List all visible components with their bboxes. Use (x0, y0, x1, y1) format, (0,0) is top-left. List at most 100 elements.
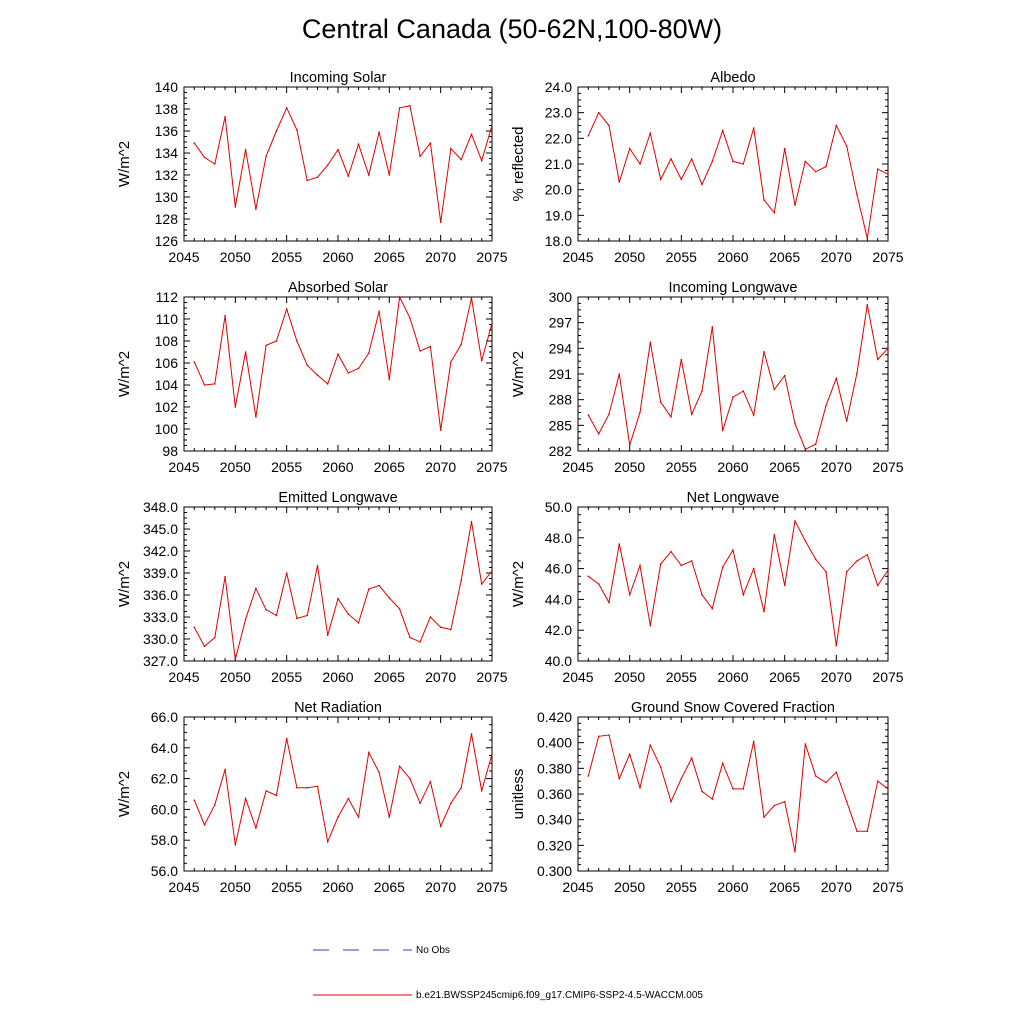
x-tick-label: 2065 (374, 669, 405, 685)
data-point (711, 798, 714, 800)
data-point (480, 583, 483, 585)
data-point (701, 790, 703, 793)
data-point (306, 179, 309, 182)
panel-5: Net Longwave W/m^2 2045 2050 2055 2060 2065 207… (510, 490, 904, 685)
data-point (628, 147, 631, 150)
data-point (316, 176, 319, 178)
data-point (670, 416, 672, 418)
y-tick-label: 336.0 (143, 587, 178, 603)
y-tick-label: 44.0 (545, 591, 572, 607)
plot-frame (577, 506, 889, 662)
data-point (316, 564, 319, 567)
y-tick-label: 132 (155, 167, 179, 183)
data-point (876, 780, 879, 782)
data-point (429, 345, 432, 348)
data-point (608, 734, 610, 736)
data-point (388, 174, 391, 176)
data-point (265, 155, 267, 158)
x-tick-label: 2075 (872, 459, 903, 475)
data-point (794, 851, 796, 853)
data-point (742, 163, 745, 165)
data-point (368, 751, 370, 754)
x-tick-label: 2075 (476, 669, 507, 685)
data-point (255, 208, 257, 210)
data-point (378, 771, 380, 774)
data-point (398, 296, 401, 298)
data-point (296, 129, 298, 131)
x-tick-label: 2075 (476, 879, 507, 895)
data-point (618, 777, 621, 780)
data-point (347, 797, 350, 800)
x-tick-label: 2055 (271, 879, 302, 895)
data-point (296, 617, 298, 620)
data-point (587, 414, 590, 416)
panel-6: Net Radiation W/m^2 2045 2050 2055 2060 2065 20… (116, 700, 508, 895)
data-point (773, 212, 776, 214)
data-point (814, 775, 817, 777)
data-point (193, 361, 196, 363)
data-point (378, 131, 380, 133)
data-point (680, 178, 683, 181)
data-point (825, 404, 827, 407)
x-tick-label: 2055 (666, 459, 697, 475)
data-point (203, 384, 206, 386)
x-tick-label: 2075 (476, 249, 507, 265)
panel-1: Albedo % reflected 2045 2050 2055 2060 2065 207… (510, 70, 904, 265)
data-point (306, 787, 309, 789)
data-point (608, 601, 610, 604)
data-point (337, 597, 339, 600)
data-point (439, 221, 442, 224)
y-axis-label: W/m^2 (116, 351, 133, 397)
y-tick-label: 110 (156, 311, 179, 327)
panel-4: Emitted Longwave W/m^2 2045 2050 2055 2060 206… (116, 490, 508, 685)
x-tick-label: 2060 (717, 249, 748, 265)
plot-frame (183, 716, 493, 872)
data-point (285, 107, 288, 109)
data-point (752, 740, 755, 743)
x-tick-label: 2050 (220, 669, 251, 685)
series-line (587, 111, 889, 239)
y-tick-label: 46.0 (545, 561, 572, 577)
series-line (587, 304, 889, 450)
data-point (804, 540, 807, 542)
data-point (214, 636, 216, 639)
data-point (845, 570, 848, 573)
data-point (804, 743, 807, 745)
data-point (783, 374, 786, 377)
y-tick-label: 297 (549, 315, 573, 331)
data-point (234, 658, 237, 661)
data-point (419, 802, 421, 804)
y-tick-label: 19.0 (545, 207, 572, 223)
x-tick-label: 2070 (425, 249, 456, 265)
data-point (732, 160, 734, 163)
data-point (234, 844, 237, 846)
data-point (347, 372, 350, 374)
data-point (480, 159, 483, 162)
data-point (347, 175, 350, 177)
figure-title: Central Canada (50-62N,100-80W) (301, 14, 723, 44)
y-tick-label: 56.0 (151, 863, 178, 879)
data-point (224, 575, 226, 578)
data-point (296, 787, 298, 789)
data-point (193, 142, 196, 144)
data-point (337, 816, 339, 818)
data-point (255, 827, 257, 829)
data-point (306, 364, 309, 367)
panel-title: Net Radiation (294, 700, 382, 716)
legend: No Obs b.e21.BWSSP245cmip6.f09_g17.CMIP6-… (313, 945, 703, 1001)
data-point (659, 563, 662, 565)
x-tick-label: 2045 (168, 459, 199, 475)
data-point (887, 569, 889, 571)
data-point (193, 626, 196, 629)
data-point (398, 107, 401, 109)
data-point (491, 570, 493, 572)
data-point (628, 753, 631, 755)
data-point (378, 310, 380, 313)
data-point (388, 378, 391, 381)
data-point (773, 533, 776, 536)
x-tick-label: 2050 (614, 669, 645, 685)
x-tick-label: 2065 (769, 669, 800, 685)
y-tick-label: 339.0 (143, 565, 178, 581)
y-axis-label: W/m^2 (116, 561, 133, 607)
data-point (388, 597, 391, 599)
